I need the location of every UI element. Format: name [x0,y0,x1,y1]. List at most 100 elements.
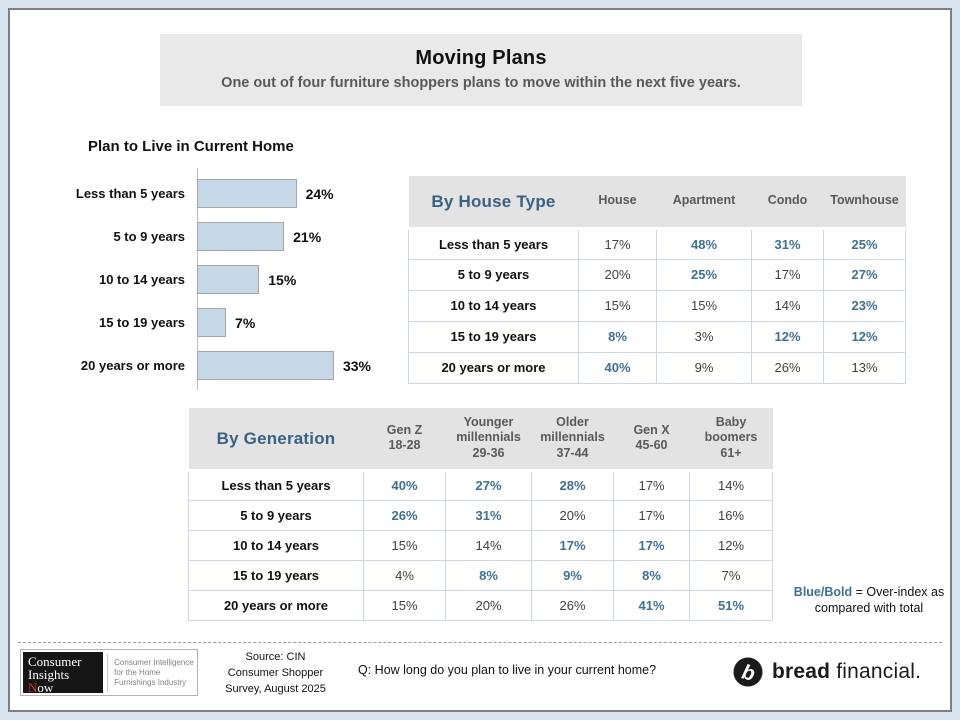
table-cell: 17% [751,258,824,291]
table-row: 10 to 14 years 15% 14% 17% 17% 12% [188,529,773,561]
bar [197,265,260,294]
table-cell: 41% [613,589,690,621]
table-cell: 27% [823,258,906,291]
column-header: Apartment [656,176,752,230]
page-subtitle: One out of four furniture shoppers plans… [221,75,741,91]
brand-word-financial: financial. [830,660,922,683]
table-cell: 28% [531,469,614,501]
consumer-insights-now-logo: Consumer Insights Now Consumer Intellige… [20,649,198,696]
bar-value-label: 21% [293,228,322,245]
table-cell: 40% [363,469,446,501]
survey-question-text: Q: How long do you plan to live in your … [358,663,657,677]
overindex-note-highlight: Blue/Bold [793,585,853,599]
table-cell: 9% [531,559,614,591]
table-cell: 8% [445,559,532,591]
cin-logo-ow: ow [37,680,54,695]
table-cell: 20% [578,258,657,291]
table-cell: 14% [689,469,773,501]
column-header: Condo [751,176,824,230]
table-cell: 4% [363,559,446,591]
table-cell: 7% [689,559,773,591]
row-label: 10 to 14 years [408,289,579,322]
table-cell: 8% [578,320,657,353]
table-cell: 15% [578,289,657,322]
footer-divider [18,642,942,643]
infographic-page: Moving Plans One out of four furniture s… [8,8,952,712]
table-cell: 17% [578,227,657,260]
column-header: Gen X 45-60 [613,408,690,472]
table-title: By House Type [408,176,579,230]
bar-value-label: 24% [305,185,334,202]
row-label: Less than 5 years [188,469,364,501]
column-header: Baby boomers 61+ [689,408,773,472]
bar-value-label: 15% [268,271,297,288]
column-header: Townhouse [823,176,906,230]
table-cell: 15% [363,529,446,561]
overindex-note: Blue/Bold = Over-index as compared with … [793,584,945,617]
table-cell: 31% [751,227,824,260]
bar-category-label: 15 to 19 years [98,314,185,330]
table-cell: 12% [751,320,824,353]
bar-chart-title: Plan to Live in Current Home [88,138,294,155]
bar-row: 10 to 14 years 15% [72,258,402,301]
table-row: Less than 5 years 17% 48% 31% 25% [408,227,906,260]
column-header: Older millennials 37-44 [531,408,614,472]
table-cell: 25% [656,258,752,291]
overindex-note-rest: = Over-index as compared with total [814,585,945,616]
table-row: Less than 5 years 40% 27% 28% 17% 14% [188,469,773,501]
row-label: 20 years or more [408,351,579,384]
table-title: By Generation [188,408,364,472]
table-row: 5 to 9 years 20% 25% 17% 27% [408,258,906,291]
table-cell: 12% [689,529,773,561]
bar-row: 5 to 9 years 21% [72,215,402,258]
bar-category-label: Less than 5 years [75,185,185,201]
table-cell: 17% [613,499,690,531]
row-label: Less than 5 years [408,227,579,260]
bar [197,222,285,251]
table-cell: 17% [613,529,690,561]
table-cell: 15% [656,289,752,322]
table-cell: 26% [531,589,614,621]
table-cell: 48% [656,227,752,260]
table-cell: 40% [578,351,657,384]
cin-logo-line1: Consumer [28,654,82,669]
bar-row: 20 years or more 33% [72,344,402,387]
bar [197,179,297,208]
row-label: 5 to 9 years [408,258,579,291]
table-cell: 9% [656,351,752,384]
table-cell: 17% [531,529,614,561]
table-cell: 20% [531,499,614,531]
table-cell: 14% [751,289,824,322]
table-row: 15 to 19 years 8% 3% 12% 12% [408,320,906,353]
table-cell: 16% [689,499,773,531]
table-cell: 26% [751,351,824,384]
column-header: Gen Z 18-28 [363,408,446,472]
bar-category-label: 20 years or more [80,357,185,373]
brand-word-bread: bread [772,660,831,683]
row-label: 20 years or more [188,589,364,621]
bread-financial-icon: b [733,657,763,687]
row-label: 15 to 19 years [188,559,364,591]
cin-logo-line3: Now [28,681,103,694]
table-row: 10 to 14 years 15% 15% 14% 23% [408,289,906,322]
table-cell: 12% [823,320,906,353]
cin-logo-tagline: Consumer Intelligence for the Home Furni… [107,653,195,692]
column-header: House [578,176,657,230]
svg-text:b: b [740,660,758,685]
row-label: 10 to 14 years [188,529,364,561]
page-title: Moving Plans [415,47,547,69]
title-banner: Moving Plans One out of four furniture s… [160,34,802,106]
house-type-table: By House Type House Apartment Condo Townhous… [408,176,906,384]
table-cell: 25% [823,227,906,260]
table-cell: 14% [445,529,532,561]
row-label: 5 to 9 years [188,499,364,531]
source-text: Source: CIN Consumer Shopper Survey, Aug… [225,651,326,695]
row-label: 15 to 19 years [408,320,579,353]
bar-category-label: 10 to 14 years [98,271,185,287]
table-cell: 27% [445,469,532,501]
column-header: Younger millennials 29-36 [445,408,532,472]
table-cell: 31% [445,499,532,531]
bar-row: 15 to 19 years 7% [72,301,402,344]
generation-table: By Generation Gen Z 18-28 Younger millenni… [188,408,773,621]
bar [197,308,227,337]
